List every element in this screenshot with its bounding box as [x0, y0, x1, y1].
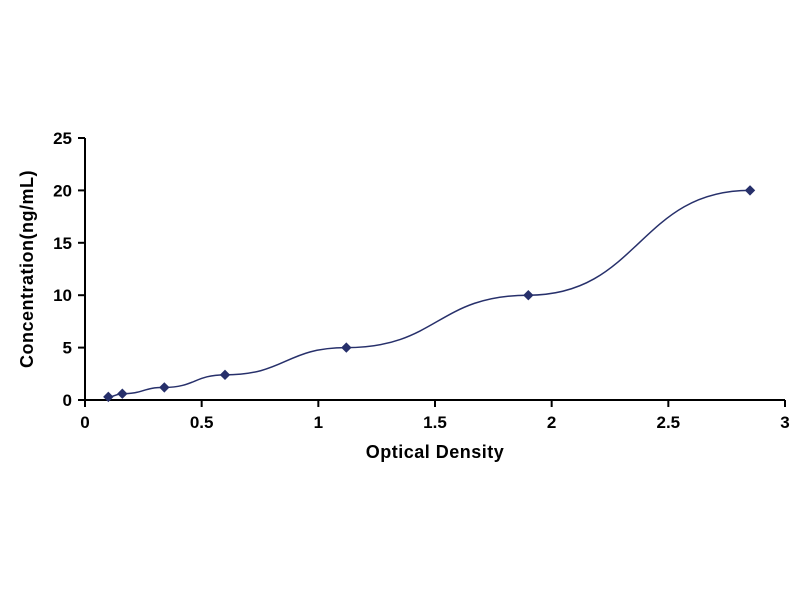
- y-axis-title: Concentration(ng/mL): [17, 170, 37, 368]
- series-line: [108, 189, 751, 398]
- y-tick-label: 25: [53, 129, 72, 148]
- x-tick-label: 0: [80, 413, 89, 432]
- data-point-marker: [523, 289, 534, 301]
- x-tick-label: 2: [547, 413, 556, 432]
- y-tick-label: 10: [53, 286, 72, 305]
- x-axis-title: Optical Density: [365, 442, 505, 462]
- data-point-marker: [117, 388, 128, 399]
- data-point-marker: [219, 369, 231, 381]
- data-point-marker: [103, 391, 114, 403]
- data-point-marker: [341, 342, 352, 353]
- data-point-marker: [159, 382, 170, 393]
- x-tick-label: 1.5: [423, 413, 447, 432]
- x-tick-label: 1: [314, 413, 323, 432]
- y-tick-label: 0: [63, 391, 72, 410]
- y-tick-label: 20: [53, 181, 72, 200]
- y-tick-label: 5: [63, 339, 72, 358]
- x-tick-label: 2.5: [657, 413, 681, 432]
- data-point-marker: [744, 185, 756, 196]
- x-tick-label: 0.5: [190, 413, 214, 432]
- y-tick-label: 15: [53, 234, 72, 253]
- x-tick-label: 3: [780, 413, 789, 432]
